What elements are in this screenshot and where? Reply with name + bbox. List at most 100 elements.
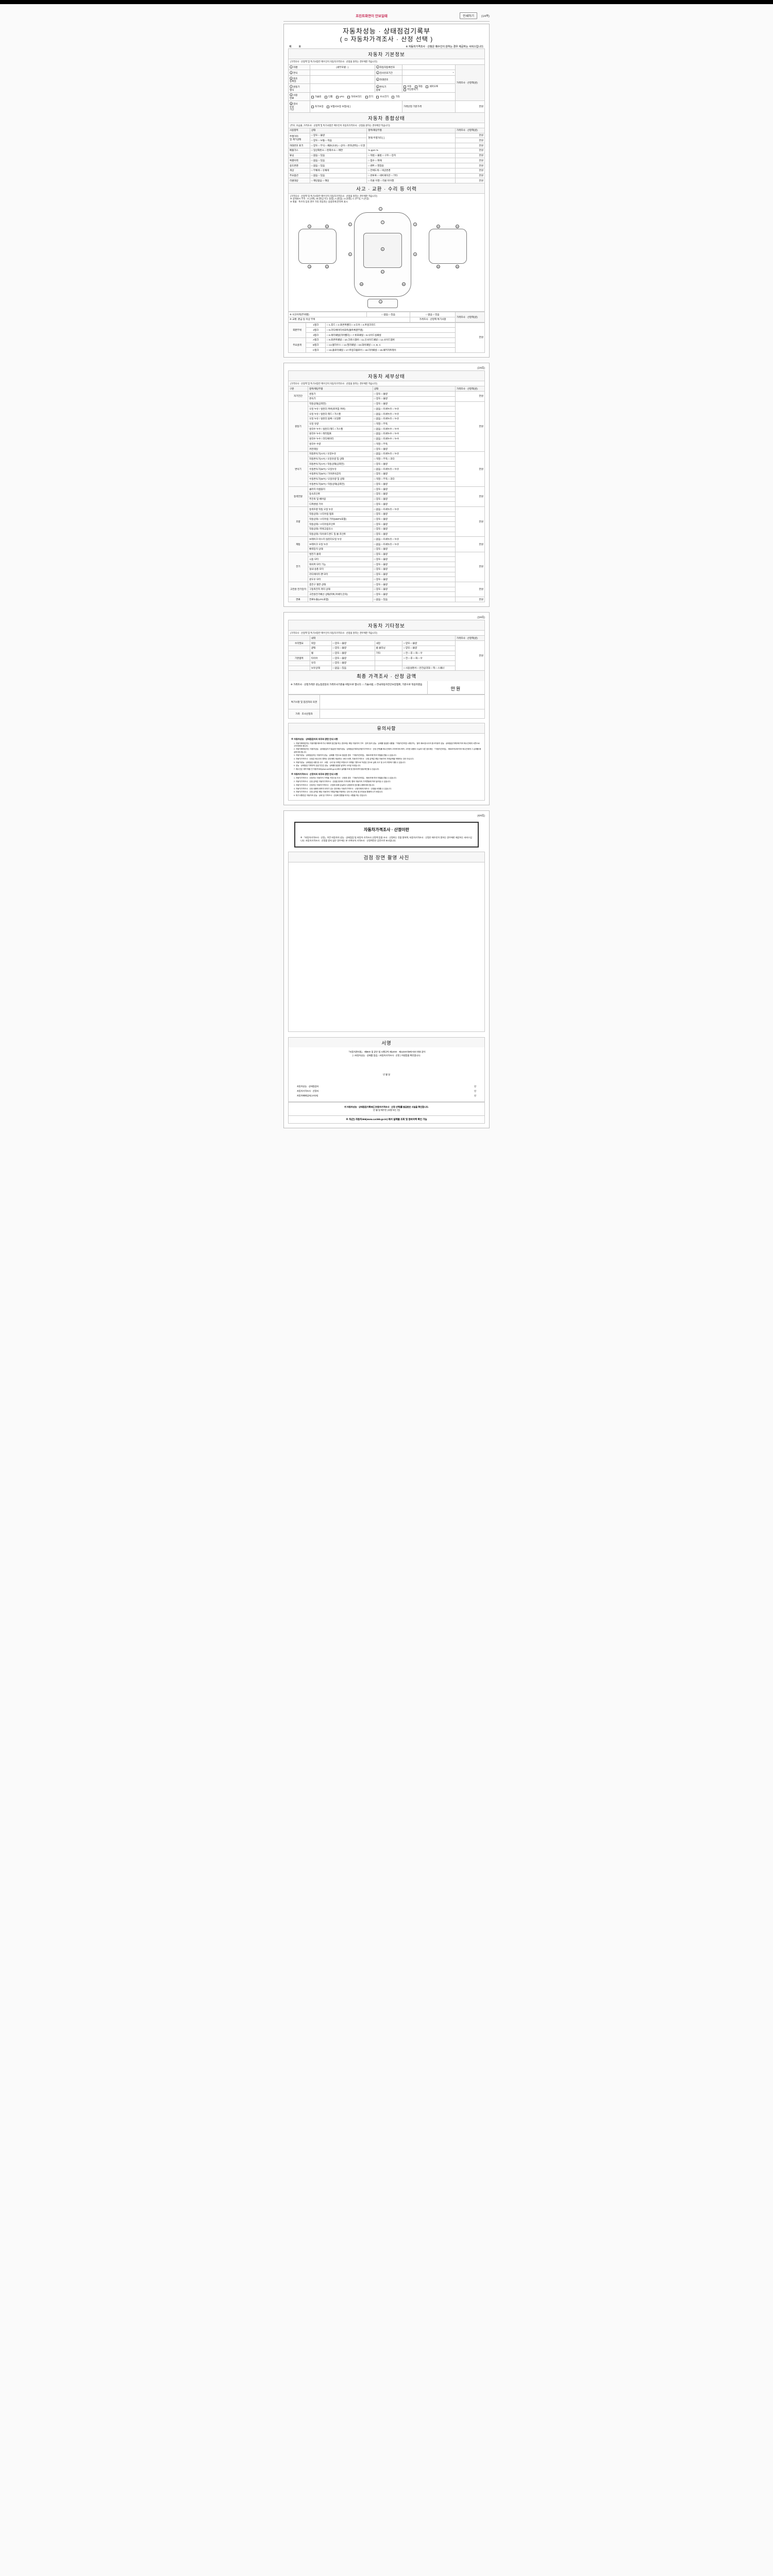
rank-items-4[interactable]: □ 13.휠하우스 □ 14.필러패널 □ 15.대쉬패널 □ A, B, C: [325, 342, 456, 348]
chk-hydrogen[interactable]: 수소전기: [376, 95, 389, 98]
detail-state-1-6[interactable]: □ 없음 □ 미세누수 □ 누수: [372, 431, 456, 437]
detail-price-0[interactable]: 만원: [455, 391, 485, 402]
cell-value-inspection[interactable]: ~: [401, 70, 456, 76]
damage-point-1[interactable]: 1: [379, 207, 383, 211]
etc-price[interactable]: 만원: [455, 640, 485, 671]
detail-state-2-6[interactable]: □ 양호 □ 불량: [372, 481, 456, 487]
rank-items-1[interactable]: □ 5.라디에이터서포트(볼트체결부품): [325, 327, 456, 333]
detail-state-4-2[interactable]: □ 양호 □ 불량: [372, 516, 456, 522]
etc-s1-0[interactable]: □ 양호 □ 불량: [331, 640, 375, 646]
detail-state-1-5[interactable]: □ 없음 □ 미세누수 □ 누수: [372, 426, 456, 432]
detail-state-8-0[interactable]: □ 없음 □ 있음: [372, 597, 456, 602]
overall-state-2[interactable]: □ 양호 □ 부식 □ 훼손(오손) □ 상이 □ 변조(변타) □ 도말: [309, 143, 367, 148]
overall-items-2[interactable]: [366, 143, 456, 148]
detail-state-3-2[interactable]: □ 양호 □ 불량: [372, 496, 456, 502]
overall-items-0[interactable]: 현재 주행거리 [ ]: [366, 132, 456, 144]
sign-seal-0[interactable]: 인: [474, 1085, 476, 1088]
cell-value-firstreg[interactable]: [309, 75, 375, 84]
detail-state-4-5[interactable]: □ 양호 □ 불량: [372, 531, 456, 537]
chk-cvt[interactable]: 무단변속기: [403, 88, 418, 91]
detail-state-2-2[interactable]: □ 양호 □ 불량: [372, 461, 456, 467]
damage-point-13[interactable]: 13: [436, 225, 440, 229]
assessor-value[interactable]: [319, 709, 485, 719]
chk-hybrid[interactable]: 하이브리드: [347, 95, 362, 98]
print-warning-link[interactable]: 프린트화면이 안보일때: [356, 14, 388, 18]
sign-seal-1[interactable]: 인: [474, 1090, 476, 1093]
damage-point-11[interactable]: 11: [308, 265, 312, 269]
etc-s1-1[interactable]: □ 양호 □ 불량: [331, 645, 375, 651]
print-button[interactable]: 인쇄하기: [460, 12, 478, 19]
detail-state-1-0[interactable]: □ 양호 □ 불량: [372, 401, 456, 407]
detail-price-2[interactable]: 만원: [455, 451, 485, 487]
etc-s1-3[interactable]: □ 양호 □ 불량: [331, 655, 375, 661]
overall-items-3[interactable]: % ppm %: [366, 147, 456, 154]
detail-state-7-2[interactable]: □ 양호 □ 불량: [372, 591, 456, 598]
damage-point-5[interactable]: 5: [348, 252, 352, 257]
detail-state-1-2[interactable]: □ 없음 □ 미세누유 □ 누유: [372, 411, 456, 417]
detail-state-2-4[interactable]: □ 양호 □ 불량: [372, 471, 456, 477]
chk-diesel[interactable]: 디젤: [324, 95, 332, 98]
overall-price-9[interactable]: 만원: [455, 178, 485, 184]
detail-state-0-0[interactable]: □ 양호 □ 불량: [372, 391, 456, 397]
detail-state-6-4[interactable]: □ 양호 □ 불량: [372, 571, 456, 578]
overall-price-2[interactable]: 만원: [455, 143, 485, 148]
detail-state-7-0[interactable]: □ 양호 □ 불량: [372, 582, 456, 587]
rank-items-2[interactable]: □ 6.쿼터패널(리어휀더) □ 7.루프패널 □ 8.사이드실패널: [325, 332, 456, 338]
damage-point-16[interactable]: 16: [455, 265, 459, 269]
detail-price-5[interactable]: 만원: [455, 536, 485, 552]
cell-value-warranty[interactable]: 자가보증 보험사보증 보험사[ ]: [309, 100, 402, 113]
cell-value-transmission[interactable]: 수동 자동 세미오토 무단변속기: [401, 83, 456, 93]
photo-placeholder[interactable]: [288, 862, 485, 1032]
overall-state-4[interactable]: □ 없음 □ 있음: [309, 152, 367, 159]
detail-state-6-0[interactable]: □ 양호 □ 불량: [372, 551, 456, 557]
overall-price-3[interactable]: 만원: [455, 147, 485, 154]
rank-price[interactable]: 만원: [455, 322, 485, 353]
detail-state-6-3[interactable]: □ 양호 □ 불량: [372, 566, 456, 572]
overall-price-0[interactable]: 만원: [455, 132, 485, 139]
damage-point-2[interactable]: 2: [348, 223, 352, 227]
etc-s1-5[interactable]: □ 없음 □ 있음: [331, 665, 375, 671]
detail-state-4-3[interactable]: □ 양호 □ 불량: [372, 521, 456, 527]
cell-value-vin[interactable]: [401, 75, 456, 84]
cell-value-bodytype[interactable]: [309, 83, 375, 93]
detail-state-1-4[interactable]: □ 적정 □ 부족: [372, 421, 456, 427]
detail-state-6-5[interactable]: □ 양호 □ 불량: [372, 577, 456, 583]
detail-price-3[interactable]: 만원: [455, 486, 485, 507]
etc-s1-4[interactable]: □ 양호 □ 불량: [331, 660, 375, 666]
overall-state-9[interactable]: □ 해당없음 □ 해당: [309, 178, 367, 184]
detail-state-2-1[interactable]: □ 적정 □ 부족 □ 과다: [372, 456, 456, 462]
etc-s2-1[interactable]: □ 양호 □ 불량: [401, 645, 456, 651]
detail-price-1[interactable]: 만원: [455, 401, 485, 452]
etc-s2-0[interactable]: □ 양호 □ 불량: [401, 640, 456, 646]
overall-price-7[interactable]: 만원: [455, 167, 485, 174]
sign-date[interactable]: 년 월 일: [383, 1073, 390, 1076]
chk-insurer-warranty[interactable]: 보험사보증 보험사[ ]: [327, 105, 350, 108]
detail-state-6-1[interactable]: □ 양호 □ 불량: [372, 556, 456, 563]
chk-electric[interactable]: 전기: [365, 95, 373, 98]
diagram-canvas[interactable]: 1 2 3 4 5 6 7 8 9 10 11 12 13 14 15 16 1…: [291, 206, 482, 309]
car-damage-diagram[interactable]: 1 2 3 4 5 6 7 8 9 10 11 12 13 14 15 16 1…: [288, 204, 485, 312]
etc-s2-2[interactable]: □ 전 □ 후 □ 좌 □ 우: [401, 650, 456, 656]
detail-state-3-0[interactable]: □ 양호 □ 불량: [372, 486, 456, 492]
chk-fuel-etc[interactable]: 기타: [392, 95, 400, 98]
detail-state-0-1[interactable]: □ 양호 □ 불량: [372, 396, 456, 402]
overall-state-7[interactable]: □ 무채색 □ 유채색: [309, 167, 367, 174]
detail-state-4-1[interactable]: □ 양호 □ 불량: [372, 511, 456, 517]
detail-state-2-3[interactable]: □ 없음 □ 미세누유 □ 누유: [372, 466, 456, 472]
detail-state-2-0[interactable]: □ 없음 □ 미세누유 □ 누유: [372, 451, 456, 457]
rank-items-5[interactable]: □ 16.플로어패널 □ 17.트렁크플로어 □ 18.리어패널 □ 19.패키…: [325, 347, 456, 353]
cell-value-year[interactable]: [309, 70, 375, 76]
damage-point-7[interactable]: 7: [380, 221, 384, 225]
chk-gasoline[interactable]: 가솔린: [311, 95, 322, 98]
detail-state-6-2[interactable]: □ 양호 □ 불량: [372, 562, 456, 567]
detail-state-5-1[interactable]: □ 없음 □ 미세누유 □ 누유: [372, 541, 456, 547]
chk-semiauto[interactable]: 세미오토: [426, 85, 438, 89]
cell-value-carname[interactable]: (세부모델 : ): [309, 64, 375, 71]
overall-items-8[interactable]: □ 썬루프 □ 네비게이션 □ 기타: [366, 173, 456, 179]
damage-point-10[interactable]: 10: [325, 225, 329, 229]
overall-state-6[interactable]: □ 없음 □ 있음: [309, 163, 367, 168]
detail-price-7[interactable]: 만원: [455, 582, 485, 598]
overall-price-1[interactable]: 만원: [455, 138, 485, 144]
overall-items-7[interactable]: □ 전체도색 □ 색상변경: [366, 167, 456, 174]
detail-state-4-4[interactable]: □ 양호 □ 불량: [372, 526, 456, 532]
